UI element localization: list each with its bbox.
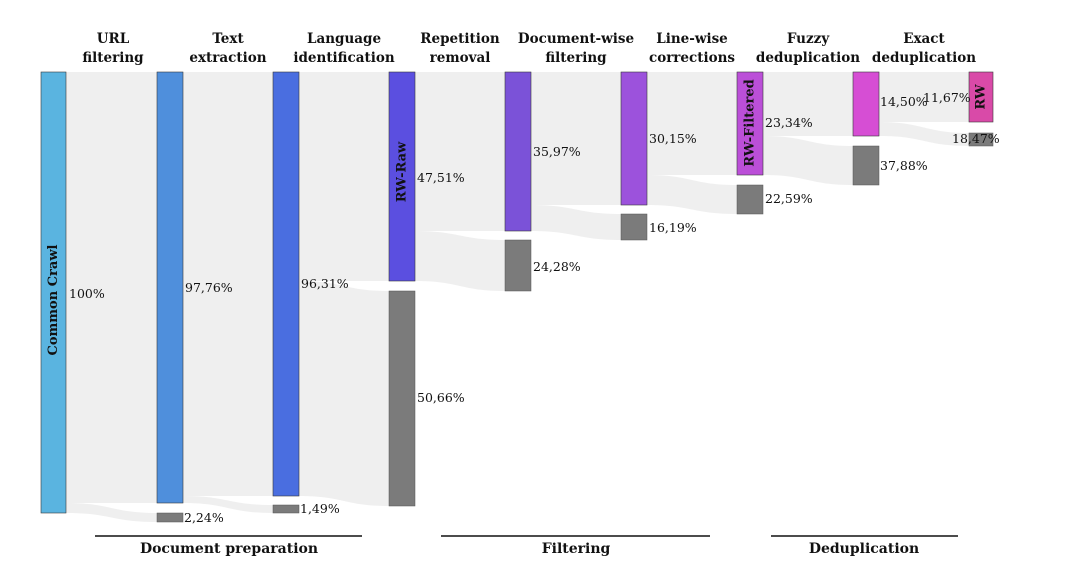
stage-header-8-line2: deduplication: [872, 50, 976, 66]
flow-removed-2: [183, 496, 273, 513]
kept-bar-1: [156, 71, 184, 504]
kept-pct-2: 96,31%: [301, 276, 349, 291]
stage-header-6-line2: corrections: [649, 50, 735, 66]
kept-bar-6: [736, 71, 764, 176]
stage-header-4-line2: removal: [430, 50, 491, 66]
removed-bar-5: [620, 213, 648, 241]
flow-removed-6: [647, 175, 737, 214]
stage-header-1-line2: filtering: [82, 50, 144, 66]
removed-pct-2: 1,49%: [300, 501, 340, 516]
kept-pct-6: 23,34%: [765, 115, 813, 130]
node-label-rw-filtered: RW-Filtered: [743, 79, 758, 166]
stage-header-5-line2: filtering: [545, 50, 607, 66]
stage-header-8-line1: Exact: [903, 31, 945, 47]
flow-kept-7: [763, 72, 853, 136]
stage-header-7-line2: deduplication: [756, 50, 860, 66]
kept-pct-7: 14,50%: [880, 94, 928, 109]
removed-pct-6: 22,59%: [765, 191, 813, 206]
node-label-rw: RW: [974, 84, 989, 110]
flow-kept-4: [415, 72, 505, 231]
stage-header-1-line1: URL: [97, 31, 130, 47]
kept-pct-4: 35,97%: [533, 144, 581, 159]
flow-removed-3: [299, 281, 389, 506]
kept-bar-4: [504, 71, 532, 232]
stage-header-5-line1: Document-wise: [518, 31, 634, 47]
removed-pct-7: 37,88%: [880, 158, 928, 173]
flow-kept-6: [647, 72, 737, 175]
stage-header-2-line1: Text: [212, 31, 244, 47]
removed-pct-1: 2,24%: [184, 510, 224, 525]
node-label-common-crawl: Common Crawl: [46, 244, 61, 355]
flow-removed-1: [66, 503, 157, 522]
removed-bar-6: [736, 184, 764, 215]
stage-header-3-line1: Language: [307, 31, 381, 47]
kept-pct-1: 97,76%: [185, 280, 233, 295]
removed-pct-5: 16,19%: [649, 220, 697, 235]
kept-bar-0: [40, 71, 67, 514]
removed-pct-3: 50,66%: [417, 390, 465, 405]
flow-kept-8: [879, 72, 969, 122]
kept-pct-3: 47,51%: [417, 170, 465, 185]
group-label-1: Document preparation: [140, 541, 318, 557]
flow-removed-5: [531, 205, 621, 240]
removed-bar-7: [852, 145, 880, 186]
kept-bar-5: [620, 71, 648, 206]
group-label-2: Filtering: [542, 541, 611, 557]
group-label-3: Deduplication: [809, 541, 919, 557]
flow-kept-3: [299, 72, 389, 281]
kept-pct-8: 11,67%: [923, 90, 971, 105]
stage-header-4-line1: Repetition: [420, 31, 500, 47]
kept-bar-8: [968, 71, 994, 123]
kept-pct-0: 100%: [69, 286, 105, 301]
flow-removed-7: [763, 136, 853, 185]
flow-kept-2: [183, 72, 273, 496]
flow-removed-8: [879, 122, 969, 146]
kept-bar-7: [852, 71, 880, 137]
removed-bar-3: [388, 290, 416, 507]
removed-bar-1: [156, 512, 184, 523]
stage-header-6-line1: Line-wise: [656, 31, 728, 47]
kept-pct-5: 30,15%: [649, 131, 697, 146]
node-label-rw-raw: RW-Raw: [395, 141, 410, 202]
stage-header-2-line2: extraction: [189, 50, 266, 66]
removed-pct-8: 18,47%: [952, 131, 1000, 146]
flow-kept-5: [531, 72, 621, 205]
stage-header-7-line1: Fuzzy: [787, 31, 830, 47]
removed-bar-8: [968, 132, 994, 147]
removed-bar-2: [272, 504, 300, 514]
removed-bar-4: [504, 239, 532, 292]
stage-header-3-line2: identification: [293, 50, 394, 66]
flow-removed-4: [415, 231, 505, 291]
removed-pct-4: 24,28%: [533, 259, 581, 274]
kept-bar-2: [272, 71, 300, 497]
flow-kept-1: [66, 72, 157, 503]
kept-bar-3: [388, 71, 416, 282]
